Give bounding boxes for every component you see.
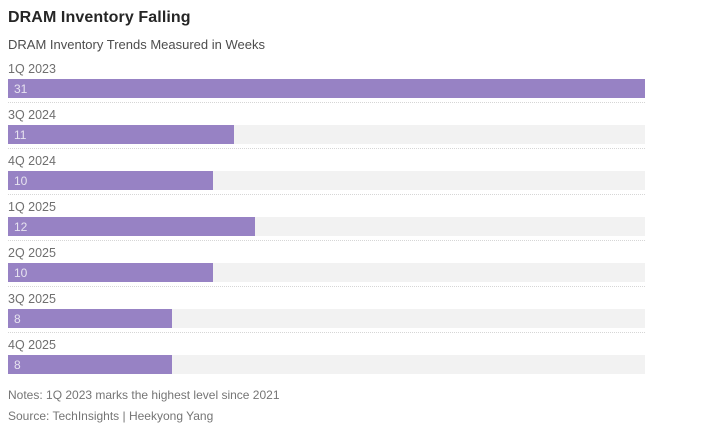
category-label: 1Q 2023 xyxy=(8,62,56,76)
chart-notes: Notes: 1Q 2023 marks the highest level s… xyxy=(8,388,280,402)
bar-fill xyxy=(8,217,255,236)
bar-fill xyxy=(8,309,173,328)
category-label: 1Q 2025 xyxy=(8,200,56,214)
category-label: 2Q 2025 xyxy=(8,246,56,260)
row-separator xyxy=(8,332,645,333)
bar-value-label: 31 xyxy=(14,81,28,96)
bar-track: 31 xyxy=(8,79,645,98)
chart-row: 1Q 2023 31 xyxy=(8,62,645,103)
chart-title: DRAM Inventory Falling xyxy=(8,9,191,26)
category-label: 4Q 2024 xyxy=(8,154,56,168)
chart-row: 1Q 2025 12 xyxy=(8,200,645,241)
bar-value-label: 10 xyxy=(14,173,28,188)
bar-track: 10 xyxy=(8,171,645,190)
bar-fill xyxy=(8,355,173,374)
bar-fill xyxy=(8,263,214,282)
category-label: 4Q 2025 xyxy=(8,338,56,352)
row-separator xyxy=(8,240,645,241)
row-separator xyxy=(8,102,645,103)
row-separator xyxy=(8,194,645,195)
chart-subtitle: DRAM Inventory Trends Measured in Weeks xyxy=(8,37,265,52)
category-label: 3Q 2024 xyxy=(8,108,56,122)
bar-track: 12 xyxy=(8,217,645,236)
bar-fill xyxy=(8,79,645,98)
row-separator xyxy=(8,148,645,149)
chart-source: Source: TechInsights | Heekyong Yang xyxy=(8,409,214,423)
bar-value-label: 12 xyxy=(14,219,28,234)
bar-fill xyxy=(8,171,214,190)
bar-value-label: 10 xyxy=(14,265,28,280)
bar-track: 8 xyxy=(8,309,645,328)
chart-row: 4Q 2025 8 xyxy=(8,338,645,374)
row-separator xyxy=(8,286,645,287)
bar-value-label: 8 xyxy=(14,357,21,372)
chart-row: 4Q 2024 10 xyxy=(8,154,645,195)
bar-value-label: 11 xyxy=(14,127,27,142)
bar-chart: 1Q 2023 31 3Q 2024 11 4Q 2024 10 1Q 2025 12 2Q 2… xyxy=(8,62,645,374)
chart-row: 3Q 2025 8 xyxy=(8,292,645,333)
bar-fill xyxy=(8,125,235,144)
bar-value-label: 8 xyxy=(14,311,21,326)
bar-track: 8 xyxy=(8,355,645,374)
bar-track: 11 xyxy=(8,125,645,144)
bar-track: 10 xyxy=(8,263,645,282)
chart-row: 3Q 2024 11 xyxy=(8,108,645,149)
chart-row: 2Q 2025 10 xyxy=(8,246,645,287)
category-label: 3Q 2025 xyxy=(8,292,56,306)
